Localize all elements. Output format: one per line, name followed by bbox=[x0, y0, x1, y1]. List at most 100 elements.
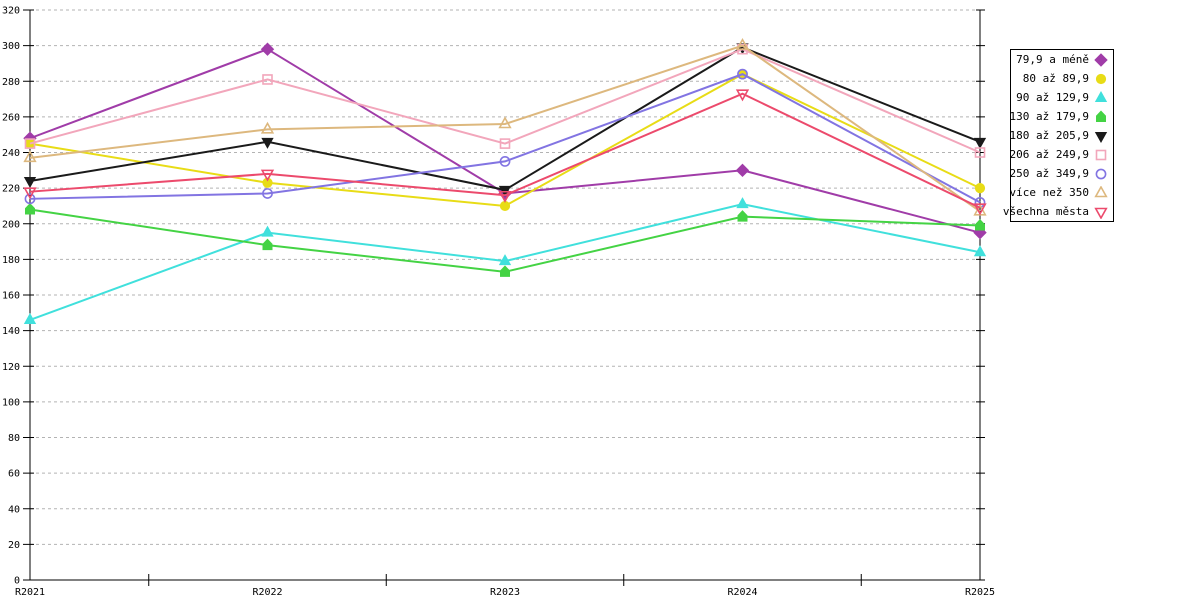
data-point-marker-pentagon bbox=[1096, 109, 1106, 122]
legend-marker-triangle-down-icon bbox=[1094, 207, 1108, 219]
legend-label: všechna města bbox=[1002, 205, 1089, 218]
y-tick-label: 80 bbox=[8, 433, 20, 444]
data-point-marker-circle bbox=[974, 183, 986, 194]
data-point-marker-circle bbox=[1095, 168, 1107, 179]
legend-item-1: 79,9 a méně bbox=[1015, 50, 1108, 69]
series-line-7 bbox=[29, 73, 981, 204]
data-point-marker-triangle-down bbox=[498, 190, 512, 203]
legend-label: 90 až 129,9 bbox=[1016, 91, 1089, 104]
data-point-marker-circle bbox=[1095, 73, 1107, 84]
data-point-marker-circle bbox=[262, 188, 273, 199]
data-point-marker-triangle-down bbox=[23, 187, 37, 200]
y-tick-label: 100 bbox=[2, 397, 20, 408]
series-line-9 bbox=[29, 92, 981, 209]
legend-item-8: více než 350 bbox=[1010, 183, 1108, 202]
legend-label: 250 až 349,9 bbox=[1009, 167, 1089, 180]
data-point-marker-triangle-up bbox=[1094, 185, 1108, 197]
y-tick-label: 40 bbox=[8, 504, 20, 515]
series-130 až 179,9 bbox=[25, 202, 985, 277]
data-point-marker-triangle-up bbox=[498, 254, 512, 266]
data-point-marker-square bbox=[499, 138, 511, 149]
series-všechna města bbox=[23, 89, 987, 216]
data-point-marker-triangle-down bbox=[1094, 207, 1108, 219]
data-point-marker-diamond bbox=[1094, 52, 1108, 67]
data-point-marker-circle bbox=[737, 68, 748, 80]
y-tick-label: 140 bbox=[2, 326, 20, 337]
legend-marker-diamond-icon bbox=[1094, 52, 1108, 67]
legend-label: 206 až 249,9 bbox=[1009, 148, 1089, 161]
data-point-marker-diamond bbox=[260, 42, 275, 56]
legend-marker-triangle-up-icon bbox=[1094, 90, 1108, 102]
legend-marker-circle-icon bbox=[1095, 73, 1107, 84]
x-tick-label-R2025: R2025 bbox=[965, 587, 995, 598]
data-point-marker-triangle-up bbox=[260, 121, 275, 134]
data-point-marker-triangle-up bbox=[735, 37, 750, 50]
x-tick-label-R2024: R2024 bbox=[727, 587, 757, 598]
data-point-marker-pentagon bbox=[737, 210, 748, 222]
legend-label: 180 až 205,9 bbox=[1009, 129, 1089, 142]
legend-item-9: všechna města bbox=[1003, 202, 1108, 221]
legend-item-2: 80 až 89,9 bbox=[1015, 69, 1108, 88]
y-tick-label: 260 bbox=[2, 112, 20, 123]
data-point-marker-square bbox=[262, 74, 273, 85]
data-point-marker-triangle-down bbox=[261, 137, 274, 149]
data-point-marker-triangle-down bbox=[1094, 131, 1108, 143]
legend-label: více než 350 bbox=[1009, 186, 1089, 199]
data-point-marker-triangle-up bbox=[261, 225, 274, 237]
legend-item-6: 206 až 249,9 bbox=[1010, 145, 1108, 164]
y-tick-label: 280 bbox=[2, 77, 20, 88]
y-tick-label: 220 bbox=[2, 184, 20, 195]
legend-label: 79,9 a méně bbox=[1016, 53, 1089, 66]
legend-marker-pentagon-icon bbox=[1096, 109, 1106, 122]
data-point-marker-square bbox=[24, 138, 36, 149]
legend-marker-square-icon bbox=[1095, 149, 1107, 160]
data-point-marker-triangle-down bbox=[973, 137, 987, 149]
legend-marker-triangle-down-icon bbox=[1094, 131, 1108, 143]
data-point-marker-triangle-up bbox=[23, 150, 37, 163]
data-point-marker-pentagon bbox=[500, 265, 510, 277]
data-point-marker-triangle-up bbox=[23, 312, 37, 324]
data-point-marker-triangle-down bbox=[260, 169, 275, 182]
series-line-8 bbox=[29, 44, 981, 213]
y-tick-label: 0 bbox=[14, 576, 20, 587]
y-tick-label: 320 bbox=[2, 6, 20, 17]
x-tick-label-R2023: R2023 bbox=[490, 587, 520, 598]
data-point-marker-triangle-up bbox=[498, 116, 512, 129]
legend-label: 130 až 179,9 bbox=[1009, 110, 1089, 123]
data-point-marker-pentagon bbox=[975, 219, 985, 231]
data-point-marker-pentagon bbox=[262, 238, 273, 251]
legend-item-3: 90 až 129,9 bbox=[1015, 88, 1108, 107]
chart-legend: 79,9 a méně 80 až 89,9 90 až 129,9 130 až 1… bbox=[1003, 49, 1114, 222]
series-90 až 129,9 bbox=[23, 197, 987, 324]
data-point-marker-square bbox=[1095, 149, 1107, 160]
data-point-marker-triangle-down bbox=[735, 89, 750, 102]
series-line-6 bbox=[29, 48, 981, 154]
legend-label: 80 až 89,9 bbox=[1022, 72, 1089, 85]
data-point-marker-triangle-up bbox=[736, 197, 749, 209]
data-point-marker-triangle-up bbox=[973, 245, 987, 257]
y-tick-label: 240 bbox=[2, 148, 20, 159]
data-point-marker-diamond bbox=[735, 163, 750, 178]
series-180 až 205,9 bbox=[23, 43, 987, 197]
y-tick-label: 180 bbox=[2, 255, 20, 266]
data-point-marker-circle bbox=[499, 156, 511, 167]
data-point-marker-triangle-down bbox=[23, 177, 37, 189]
data-point-marker-triangle-down bbox=[973, 203, 987, 216]
legend-marker-triangle-up-icon bbox=[1094, 185, 1108, 197]
legend-marker-circle-icon bbox=[1095, 168, 1107, 179]
data-point-marker-circle bbox=[24, 193, 36, 205]
data-point-marker-square bbox=[974, 147, 986, 158]
data-point-marker-circle bbox=[262, 177, 273, 188]
y-tick-label: 160 bbox=[2, 291, 20, 302]
legend-item-7: 250 až 349,9 bbox=[1010, 164, 1108, 183]
y-tick-label: 60 bbox=[8, 469, 20, 480]
legend-item-4: 130 až 179,9 bbox=[1010, 107, 1108, 126]
x-tick-label-R2022: R2022 bbox=[252, 587, 282, 598]
y-tick-label: 20 bbox=[8, 540, 20, 551]
y-tick-label: 300 bbox=[2, 41, 20, 52]
x-tick-label-R2021: R2021 bbox=[15, 587, 45, 598]
legend-item-5: 180 až 205,9 bbox=[1010, 126, 1108, 145]
data-point-marker-pentagon bbox=[25, 202, 35, 215]
